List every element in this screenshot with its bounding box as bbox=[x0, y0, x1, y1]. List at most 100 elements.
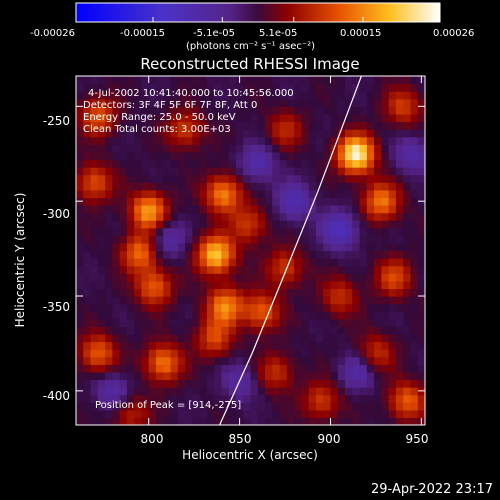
heatmap-cell bbox=[148, 341, 157, 350]
heatmap-cell bbox=[243, 220, 252, 229]
heatmap-cell bbox=[155, 113, 164, 123]
heatmap-cell bbox=[243, 280, 252, 290]
heatmap-cell bbox=[308, 409, 317, 419]
heatmap-cell bbox=[417, 227, 425, 236]
heatmap-cell bbox=[105, 311, 113, 320]
heatmap-cell bbox=[374, 242, 382, 252]
heatmap-cell bbox=[265, 265, 273, 274]
heatmap-cell bbox=[279, 204, 288, 214]
heatmap-cell bbox=[294, 242, 302, 252]
heatmap-cell bbox=[76, 121, 84, 130]
heatmap-cell bbox=[141, 91, 150, 100]
heatmap-cell bbox=[97, 326, 106, 335]
heatmap-cell bbox=[228, 371, 237, 381]
heatmap-cell bbox=[76, 356, 84, 365]
heatmap-cell bbox=[235, 273, 244, 282]
heatmap-cell bbox=[417, 326, 425, 335]
heatmap-cell bbox=[374, 318, 382, 327]
heatmap-cell bbox=[235, 356, 244, 365]
heatmap-cell bbox=[388, 159, 397, 168]
heatmap-cell bbox=[148, 349, 157, 358]
heatmap-cell bbox=[90, 288, 99, 297]
heatmap-cell bbox=[243, 333, 252, 343]
heatmap-cell bbox=[177, 151, 186, 161]
heatmap-cell bbox=[301, 326, 310, 335]
heatmap-cell bbox=[177, 242, 186, 252]
heatmap-cell bbox=[352, 387, 361, 396]
heatmap-cell bbox=[105, 349, 113, 358]
heatmap bbox=[76, 76, 425, 425]
heatmap-cell bbox=[112, 394, 121, 403]
heatmap-cell bbox=[163, 356, 172, 365]
heatmap-cell bbox=[352, 258, 361, 267]
heatmap-cell bbox=[410, 136, 419, 145]
heatmap-cell bbox=[366, 288, 375, 297]
heatmap-cell bbox=[228, 402, 237, 411]
heatmap-cell bbox=[272, 106, 281, 115]
heatmap-cell bbox=[192, 189, 201, 198]
x-tick-label: 850 bbox=[229, 432, 252, 446]
heatmap-cell bbox=[388, 379, 397, 388]
heatmap-cell bbox=[97, 417, 106, 425]
heatmap-cell bbox=[410, 417, 419, 425]
heatmap-cell bbox=[141, 197, 150, 206]
heatmap-cell bbox=[337, 189, 346, 198]
heatmap-cell bbox=[148, 220, 157, 229]
heatmap-cell bbox=[199, 265, 208, 274]
heatmap-cell bbox=[126, 98, 135, 107]
heatmap-cell bbox=[243, 349, 252, 358]
heatmap-cell bbox=[381, 349, 390, 358]
heatmap-cell bbox=[141, 341, 150, 350]
heatmap-cell bbox=[359, 136, 368, 145]
heatmap-cell bbox=[257, 387, 266, 396]
heatmap-cell bbox=[257, 151, 266, 161]
heatmap-cell bbox=[192, 409, 201, 419]
heatmap-cell bbox=[199, 303, 208, 312]
heatmap-cell bbox=[76, 311, 84, 320]
heatmap-cell bbox=[301, 409, 310, 419]
heatmap-cell bbox=[199, 379, 208, 388]
heatmap-cell bbox=[323, 303, 332, 312]
heatmap-cell bbox=[279, 189, 288, 198]
heatmap-cell bbox=[155, 318, 164, 327]
heatmap-cell bbox=[388, 235, 397, 244]
heatmap-cell bbox=[257, 318, 266, 327]
heatmap-cell bbox=[417, 265, 425, 274]
heatmap-cell bbox=[381, 167, 390, 176]
heatmap-cell bbox=[381, 417, 390, 425]
heatmap-cell bbox=[76, 326, 84, 335]
heatmap-cell bbox=[163, 265, 172, 274]
heatmap-cell bbox=[403, 288, 412, 297]
heatmap-cell bbox=[301, 220, 310, 229]
heatmap-cell bbox=[105, 121, 113, 130]
heatmap-cell bbox=[155, 151, 164, 161]
heatmap-cell bbox=[403, 83, 412, 92]
heatmap-cell bbox=[374, 296, 382, 305]
colorbar-tick-label: 0.00015 bbox=[340, 28, 381, 39]
heatmap-cell bbox=[126, 167, 135, 176]
heatmap-cell bbox=[381, 280, 390, 290]
heatmap-cell bbox=[308, 379, 317, 388]
heatmap-cell bbox=[352, 83, 361, 92]
heatmap-cell bbox=[97, 136, 106, 145]
heatmap-cell bbox=[308, 394, 317, 403]
heatmap-cell bbox=[141, 167, 150, 176]
heatmap-cell bbox=[83, 258, 92, 267]
heatmap-cell bbox=[177, 371, 186, 381]
heatmap-cell bbox=[417, 402, 425, 411]
heatmap-cell bbox=[243, 318, 252, 327]
heatmap-cell bbox=[366, 136, 375, 145]
heatmap-cell bbox=[177, 98, 186, 107]
heatmap-cell bbox=[403, 220, 412, 229]
heatmap-cell bbox=[279, 387, 288, 396]
heatmap-cell bbox=[170, 98, 179, 107]
heatmap-cell bbox=[148, 417, 157, 425]
heatmap-cell bbox=[366, 311, 375, 320]
heatmap-cell bbox=[381, 182, 390, 191]
heatmap-cell bbox=[410, 387, 419, 396]
heatmap-cell bbox=[235, 280, 244, 290]
heatmap-cell bbox=[235, 402, 244, 411]
heatmap-cell bbox=[148, 129, 157, 138]
heatmap-cell bbox=[301, 98, 310, 107]
heatmap-cell bbox=[243, 91, 252, 100]
